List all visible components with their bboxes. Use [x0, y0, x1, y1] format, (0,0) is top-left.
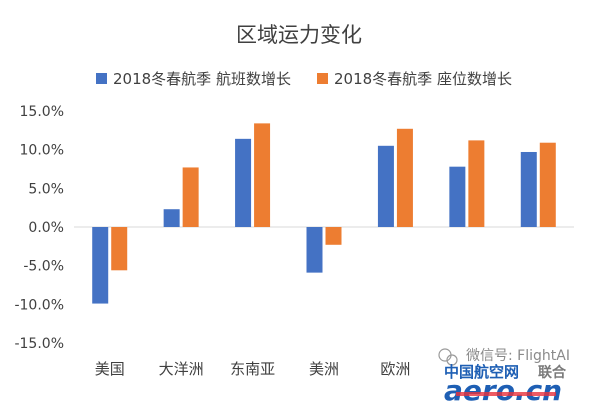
legend-label-flights: 2018冬春航季 航班数增长	[113, 70, 291, 88]
y-tick-label: -15.0%	[14, 336, 64, 352]
legend-label-seats: 2018冬春航季 座位数增长	[334, 70, 512, 88]
bar-seats-1	[182, 167, 199, 227]
bar-flights-2	[235, 138, 252, 227]
y-axis: 15.0% 10.0% 5.0% 0.0% -5.0% -10.0% -15.0%	[14, 104, 64, 352]
watermark-logo-cn: 中国航空网	[444, 363, 519, 381]
y-tick-label: 10.0%	[20, 143, 64, 159]
bar-seats-6	[539, 142, 556, 227]
bar-seats-0	[111, 227, 128, 271]
y-tick-label: -5.0%	[23, 259, 64, 275]
bar-seats-2	[254, 123, 271, 227]
x-tick-label: 美国	[95, 360, 125, 378]
watermark-wechat-text: 微信号: FlightAI	[466, 348, 570, 364]
bar-seats-5	[468, 140, 485, 227]
y-tick-label: -10.0%	[14, 297, 64, 313]
bar-flights-3	[306, 227, 323, 273]
x-axis: 美国 大洋洲 东南亚 美洲 欧洲	[95, 360, 411, 378]
chart-title: 区域运力变化	[236, 23, 362, 47]
legend-swatch-flights	[96, 73, 107, 84]
watermark-partner-suffix: 联合	[538, 364, 567, 381]
bar-flights-6	[520, 151, 537, 227]
y-tick-label: 15.0%	[20, 104, 64, 120]
bar-seats-3	[325, 227, 342, 245]
wechat-icon	[438, 348, 458, 366]
watermark-swoosh	[456, 392, 556, 396]
legend-swatch-seats	[317, 73, 328, 84]
y-tick-label: 5.0%	[28, 181, 64, 197]
x-tick-label: 大洋洲	[159, 360, 204, 378]
bar-flights-0	[92, 227, 109, 304]
watermark: 微信号: FlightAI 中国航空网 联合 aero.cn	[438, 348, 570, 407]
bar-flights-4	[377, 145, 394, 227]
bars	[92, 123, 556, 304]
x-tick-label: 美洲	[309, 360, 339, 378]
bar-seats-4	[396, 128, 413, 227]
y-tick-label: 0.0%	[28, 220, 64, 236]
bar-flights-1	[163, 209, 180, 227]
watermark-logo-en: aero.cn	[444, 374, 562, 407]
legend: 2018冬春航季 航班数增长 2018冬春航季 座位数增长	[96, 70, 512, 88]
x-tick-label: 欧洲	[380, 360, 410, 378]
bar-flights-5	[449, 166, 466, 227]
x-tick-label: 东南亚	[230, 360, 275, 378]
